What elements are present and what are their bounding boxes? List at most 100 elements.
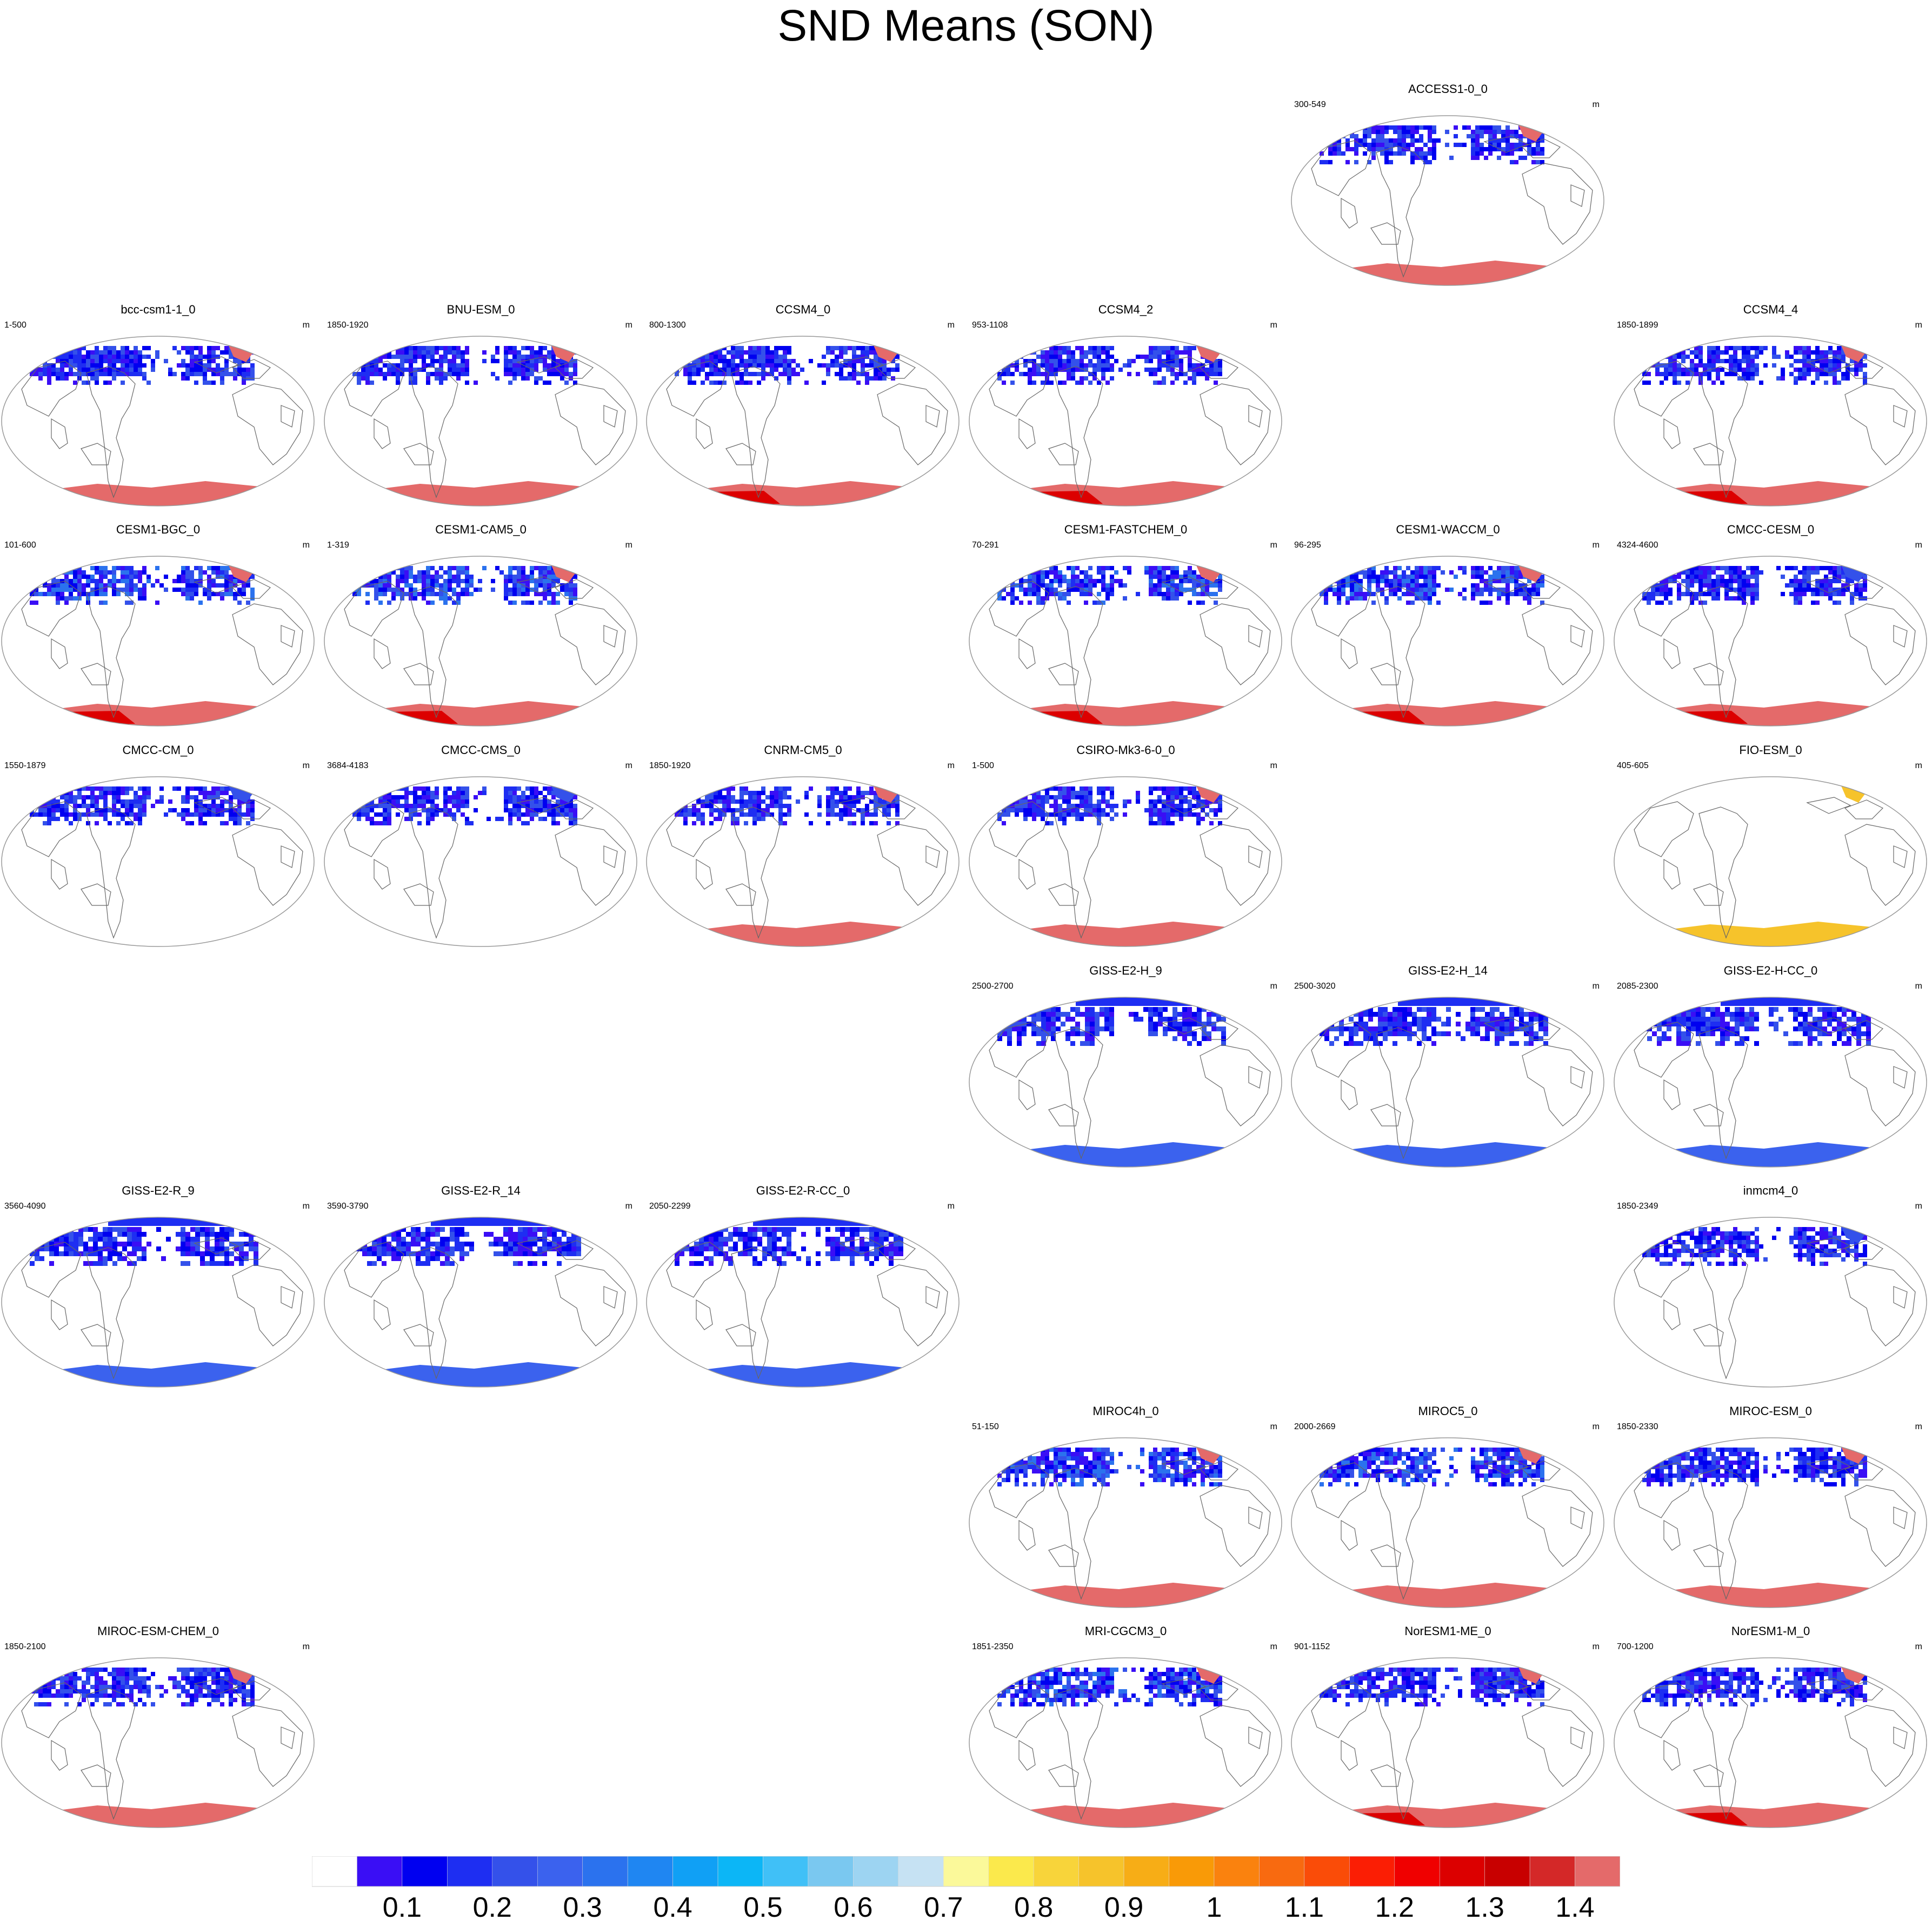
snow-cell (770, 359, 774, 363)
snow-cell (64, 812, 69, 817)
snow-cell (159, 583, 164, 588)
snow-cell (1088, 804, 1092, 808)
snow-cell (51, 583, 56, 588)
snow-cell (1415, 570, 1419, 575)
panel-units: m (1270, 321, 1277, 330)
snow-cell (1183, 588, 1188, 592)
snow-cell (224, 791, 229, 795)
snow-cell (198, 601, 203, 605)
snow-cell (1010, 791, 1015, 795)
snow-cell (1153, 1022, 1158, 1026)
coastline (194, 797, 239, 814)
snow-cell (1032, 804, 1036, 808)
snow-cell (1041, 583, 1045, 588)
snow-cell (1742, 583, 1746, 588)
snow-cell (1642, 570, 1647, 575)
snow-cell (1092, 350, 1097, 355)
snow-cell (517, 795, 521, 799)
snow-cell (203, 372, 207, 376)
snow-cell (374, 368, 378, 372)
snow-cell (848, 795, 852, 799)
snow-cell (134, 795, 138, 799)
snow-cell (426, 575, 430, 579)
snow-cell (1518, 143, 1523, 147)
snow-cell (229, 583, 233, 588)
snow-cell (1012, 1012, 1017, 1017)
coastline (1048, 663, 1079, 685)
snow-cell (1097, 381, 1101, 385)
snow-cell (1651, 596, 1655, 601)
snow-cell (465, 583, 469, 588)
snow-cell (1647, 601, 1651, 605)
snow-cell (573, 821, 577, 825)
snow-cell (735, 355, 740, 359)
snow-cell (1149, 583, 1153, 588)
snow-cell (112, 583, 116, 588)
snow-cell (51, 804, 56, 808)
snow-cell (1183, 350, 1188, 355)
snow-cell (569, 804, 573, 808)
snow-cell (491, 588, 495, 592)
snow-cell (1062, 791, 1067, 795)
snow-cell (426, 817, 430, 821)
snow-cell (1380, 147, 1384, 151)
snow-cell (125, 346, 129, 350)
snow-cell (400, 579, 404, 583)
snow-cell (452, 817, 456, 821)
snow-cell (1088, 566, 1092, 570)
snow-cell (1694, 368, 1698, 372)
snow-cell (417, 795, 422, 799)
snow-cell (1711, 566, 1716, 570)
snow-cell (1085, 1012, 1090, 1017)
snow-cell (1707, 579, 1711, 583)
snow-cell (1446, 1022, 1451, 1026)
snow-cell (895, 355, 900, 359)
snow-cell (82, 355, 86, 359)
coastline (603, 625, 618, 648)
snow-cell (452, 791, 456, 795)
snow-cell (1170, 368, 1175, 372)
snow-cell (103, 817, 108, 821)
snow-cell (422, 799, 426, 804)
snow-cell (1183, 570, 1188, 575)
snow-cell (696, 812, 701, 817)
snow-cell (1162, 381, 1166, 385)
snow-cell (108, 368, 112, 372)
snow-cell (796, 363, 800, 368)
snow-cell (1129, 1012, 1134, 1017)
snow-cell (237, 372, 242, 376)
snow-cell (495, 566, 499, 570)
snow-cell (1475, 130, 1480, 134)
snow-cell (1170, 570, 1175, 575)
snow-cell (1028, 368, 1032, 372)
snow-cell (1729, 566, 1733, 570)
snow-cell (1196, 804, 1201, 808)
snow-cell (1201, 592, 1205, 596)
snow-cell (77, 355, 82, 359)
snow-cell (99, 350, 103, 355)
snow-cell (1755, 372, 1759, 376)
coastline (516, 797, 562, 814)
snow-cell (370, 821, 374, 825)
coastline (344, 581, 404, 637)
snow-cell (159, 799, 164, 804)
snow-cell (778, 346, 783, 350)
snow-cell (543, 359, 547, 363)
snow-cell (1367, 125, 1371, 130)
snow-cell (430, 791, 435, 795)
snow-cell (1380, 579, 1384, 583)
snow-cell (1175, 570, 1179, 575)
snow-cell (564, 808, 569, 812)
snow-cell (134, 817, 138, 821)
snow-cell (99, 786, 103, 791)
snow-cell (1092, 583, 1097, 588)
snow-cell (1028, 583, 1032, 588)
map-panel: CNRM-CM5_0 1850-1920 m (645, 743, 961, 954)
snow-cell (770, 799, 774, 804)
snow-cell (1092, 346, 1097, 350)
snow-cell (190, 592, 194, 596)
snow-cell (1221, 1031, 1226, 1036)
snow-cell (1188, 368, 1192, 372)
snow-cell (1097, 350, 1101, 355)
snow-cell (1010, 583, 1015, 588)
